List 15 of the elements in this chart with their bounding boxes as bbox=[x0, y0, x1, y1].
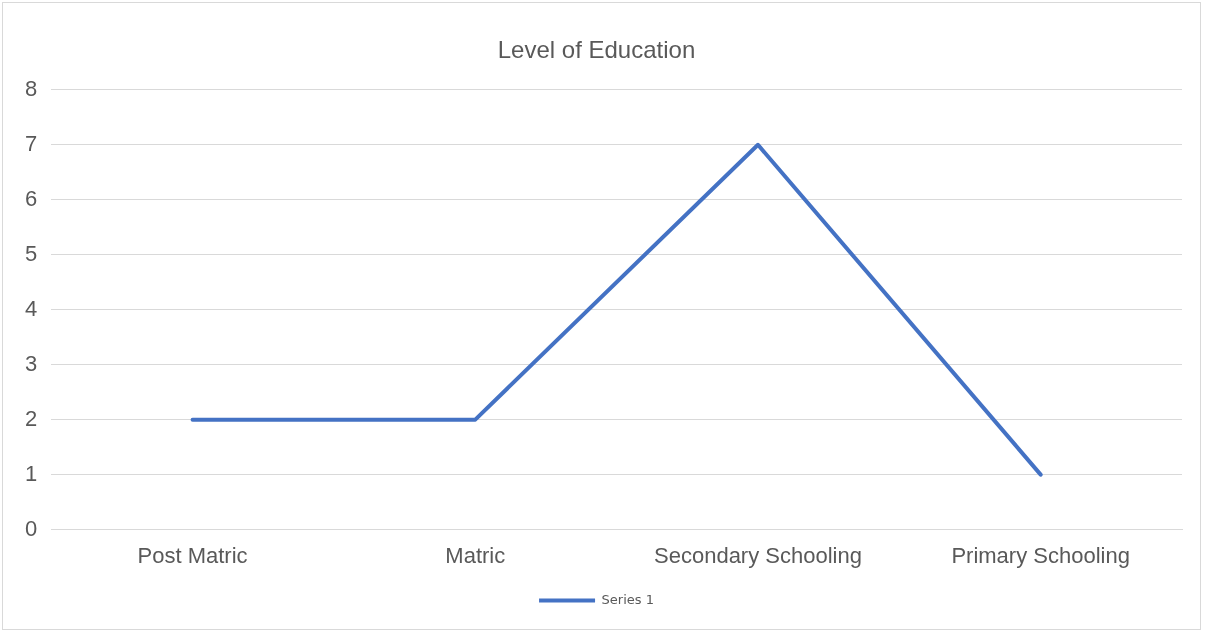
legend-label: Series 1 bbox=[601, 591, 654, 607]
x-tick-label: Secondary Schooling bbox=[654, 542, 862, 568]
y-tick-label: 6 bbox=[24, 185, 38, 211]
y-tick-label: 5 bbox=[24, 240, 38, 266]
y-tick-label: 7 bbox=[24, 130, 38, 156]
chart-title: Level of Education bbox=[497, 36, 696, 64]
x-tick-label: Post Matric bbox=[137, 542, 248, 568]
y-tick-label: 4 bbox=[24, 295, 38, 321]
y-tick-label: 0 bbox=[24, 515, 38, 541]
x-tick-label: Primary Schooling bbox=[951, 542, 1130, 568]
y-tick-label: 2 bbox=[24, 405, 38, 431]
y-tick-label: 8 bbox=[24, 75, 38, 101]
y-tick-label: 3 bbox=[24, 350, 38, 376]
y-tick-label: 1 bbox=[24, 460, 38, 486]
x-tick-label: Matric bbox=[445, 542, 506, 568]
